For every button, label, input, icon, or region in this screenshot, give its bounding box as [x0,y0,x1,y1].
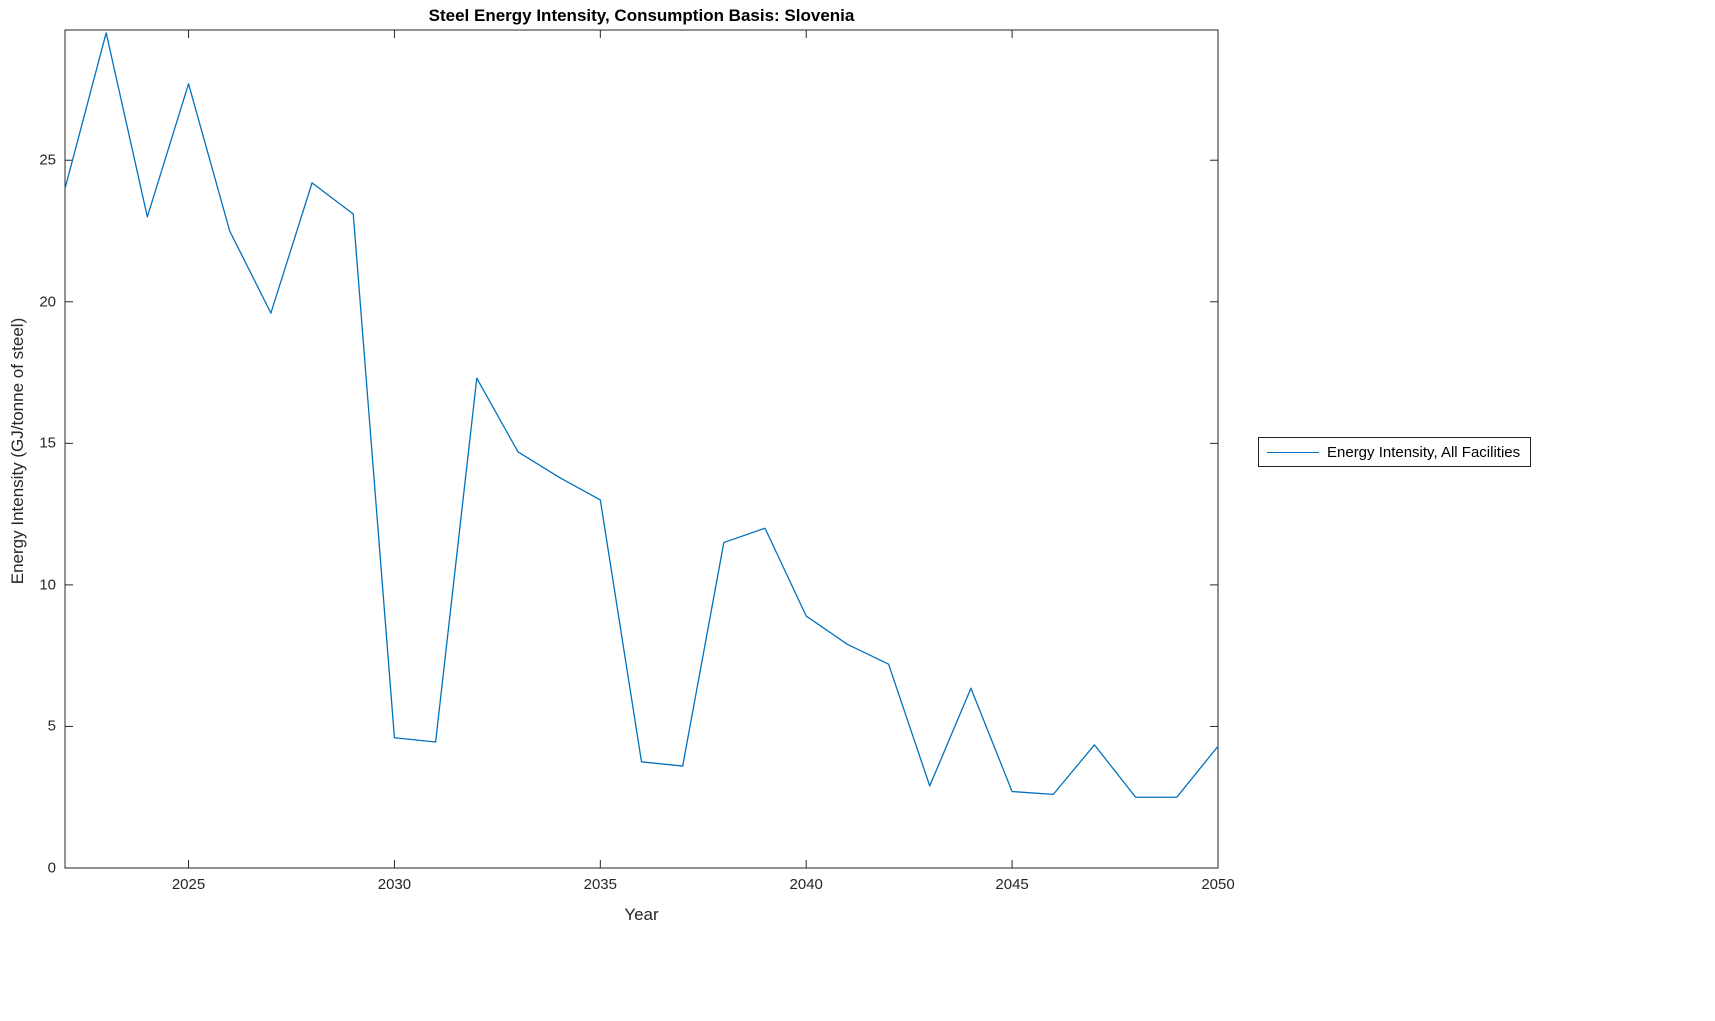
x-tick-label: 2040 [789,876,823,893]
y-tick-label: 20 [39,293,56,311]
legend-line-sample [1267,451,1319,453]
x-tick-label: 2030 [377,876,412,893]
chart-title: Steel Energy Intensity, Consumption Basi… [428,6,855,25]
x-tick-label: 2050 [1201,876,1235,893]
y-tick-label: 5 [47,717,56,735]
x-tick-label: 2035 [583,876,617,893]
x-axis-label: Year [624,905,659,924]
y-tick-label: 25 [39,151,56,169]
x-tick-label: 2045 [995,876,1029,893]
y-tick-label: 15 [39,434,56,452]
y-tick-label: 0 [47,859,56,877]
legend-entry-label: Energy Intensity, All Facilities [1327,443,1521,461]
legend[interactable]: Energy Intensity, All Facilities [1258,437,1532,467]
y-tick-label: 10 [39,576,56,594]
x-tick-label: 2025 [171,876,206,893]
